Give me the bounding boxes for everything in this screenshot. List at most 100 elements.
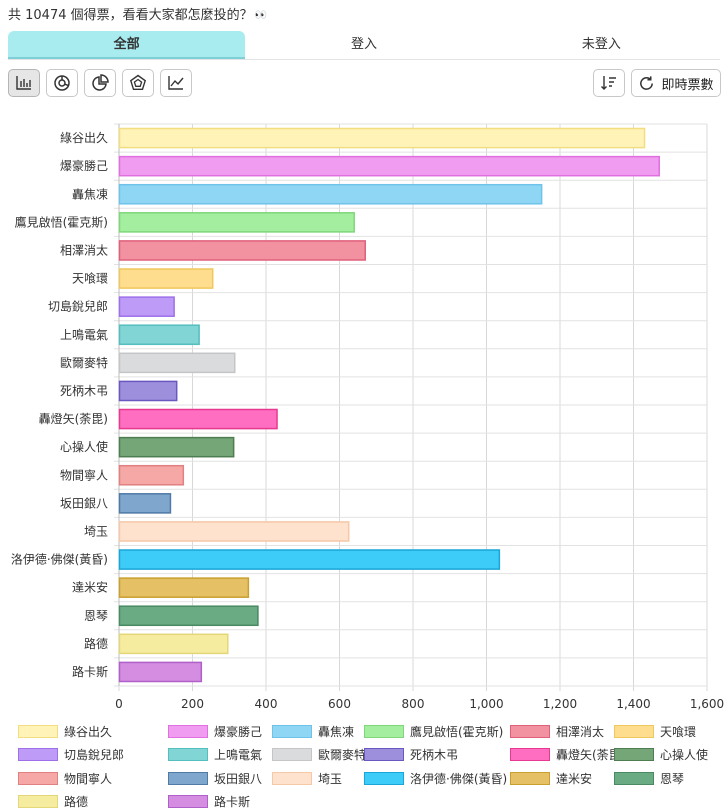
vote-summary: 共 10474 個得票，看看大家都怎麼投的？ 👀 [8,4,267,23]
donut-chart-button[interactable] [46,69,78,97]
bar [118,521,350,542]
y-tick-label: 路卡斯 [72,664,108,679]
legend-label: 上鳴電氣 [214,748,263,762]
bar [118,661,203,683]
bar [118,577,250,598]
sort-icon [601,76,616,90]
x-tick-label: 400 [255,697,278,711]
donut-chart-icon [54,75,70,91]
chart-toolbar: 即時票數 [8,69,721,99]
vote-bar-chart: 0 200 400 600 800 1,000 1,200 1,400 1,600 綠谷出久爆豪勝… [11,123,724,711]
sort-button[interactable] [593,69,625,97]
legend-item[interactable]: 坂田銀八 [168,769,262,787]
y-tick-label: 路德 [84,636,108,651]
legend-item[interactable]: 綠谷出久 [18,722,112,740]
legend-swatch [364,771,404,785]
legend-item[interactable]: 歐爾麥特 [272,746,366,764]
legend-item[interactable]: 天喰環 [614,722,696,740]
bar-chart-button[interactable] [8,69,40,97]
y-tick-label: 綠谷出久 [60,131,108,145]
pie-chart-icon [92,74,109,91]
legend-label: 路德 [64,795,89,809]
y-tick-label: 洛伊德·佛傑(黃昏) [11,552,108,567]
bar [118,436,235,458]
x-tick-label: 800 [402,697,425,711]
legend-item[interactable]: 切島銳兒郎 [18,746,124,764]
bar [118,464,185,486]
filter-tabs: 全部 登入 未登入 [8,31,720,60]
tab-not-logged-in[interactable]: 未登入 [581,37,621,52]
bar [118,408,278,430]
legend-label: 切島銳兒郎 [64,748,125,762]
x-tick-label: 1,400 [616,697,650,711]
x-tick-label: 600 [328,697,351,711]
legend-label: 爆豪勝己 [214,724,263,739]
y-tick-label: 物間寧人 [60,467,108,482]
y-tick-label: 切島銳兒郎 [48,299,108,314]
legend-item[interactable]: 轟焦凍 [272,722,354,740]
legend-label: 綠谷出久 [64,724,113,739]
legend-swatch [614,724,654,738]
legend-item[interactable]: 路卡斯 [168,793,250,811]
realtime-votes-label: 即時票數 [661,77,714,93]
legend-label: 轟燈矢(荼毘) [556,748,626,762]
legend-label: 物間寧人 [64,771,113,786]
legend-swatch [510,771,550,785]
legend-label: 埼玉 [318,771,343,786]
y-tick-label: 死柄木弔 [60,384,108,398]
legend-swatch [272,724,312,738]
legend-item[interactable]: 達米安 [510,769,592,787]
x-tick-label: 1,000 [469,697,503,711]
legend-swatch [168,724,208,738]
legend-swatch [364,724,404,738]
legend-item[interactable]: 埼玉 [272,769,342,787]
bar [118,127,646,149]
y-tick-label: 天喰環 [72,271,108,286]
y-tick-label: 轟焦凍 [72,186,108,201]
y-tick-label: 上鳴電氣 [60,328,108,342]
legend-swatch [168,748,208,761]
legend-item[interactable]: 爆豪勝己 [168,722,262,740]
legend-item[interactable]: 洛伊德·佛傑(黃昏) [364,769,507,787]
legend-item[interactable]: 相澤消太 [510,722,604,740]
x-tick-label: 1,200 [543,697,577,711]
legend-swatch [18,724,58,738]
y-tick-label: 心操人使 [60,439,108,454]
bar [118,240,366,261]
legend-swatch [510,724,550,738]
legend-item[interactable]: 鷹見啟悟(霍克斯) [364,722,503,740]
legend-item[interactable]: 轟燈矢(荼毘) [510,746,625,764]
bar [118,324,200,346]
legend-label: 坂田銀八 [214,771,263,786]
bar [118,549,501,570]
line-chart-button[interactable] [160,69,192,97]
legend-item[interactable]: 路德 [18,793,88,811]
radar-chart-button[interactable] [122,69,154,97]
legend-swatch [168,795,208,808]
line-chart-icon [168,76,184,90]
legend-item[interactable]: 恩琴 [614,769,684,787]
radar-chart-icon [129,74,147,90]
legend-item[interactable]: 死柄木弔 [364,746,458,764]
legend-item[interactable]: 上鳴電氣 [168,746,262,764]
legend-item[interactable]: 物間寧人 [18,769,112,787]
legend-swatch [364,748,404,761]
legend-swatch [272,748,312,761]
legend-swatch [18,771,58,785]
bar [118,633,229,655]
bar-chart-icon [16,76,31,90]
realtime-votes-button[interactable]: 即時票數 [631,69,721,97]
legend-label: 心操人使 [660,748,709,762]
legend-swatch [272,771,312,785]
legend-label: 鷹見啟悟(霍克斯) [410,724,504,739]
y-tick-label: 相澤消太 [60,242,108,257]
pie-chart-button[interactable] [84,69,116,97]
eyes-emoji: 👀 [254,10,267,21]
legend-label: 轟焦凍 [318,724,355,739]
y-tick-label: 爆豪勝己 [60,158,108,173]
bar [118,605,259,627]
tab-logged-in[interactable]: 登入 [350,37,377,52]
tab-all[interactable]: 全部 [8,31,246,59]
y-tick-label: 恩琴 [84,609,108,623]
legend-item[interactable]: 心操人使 [614,746,708,764]
